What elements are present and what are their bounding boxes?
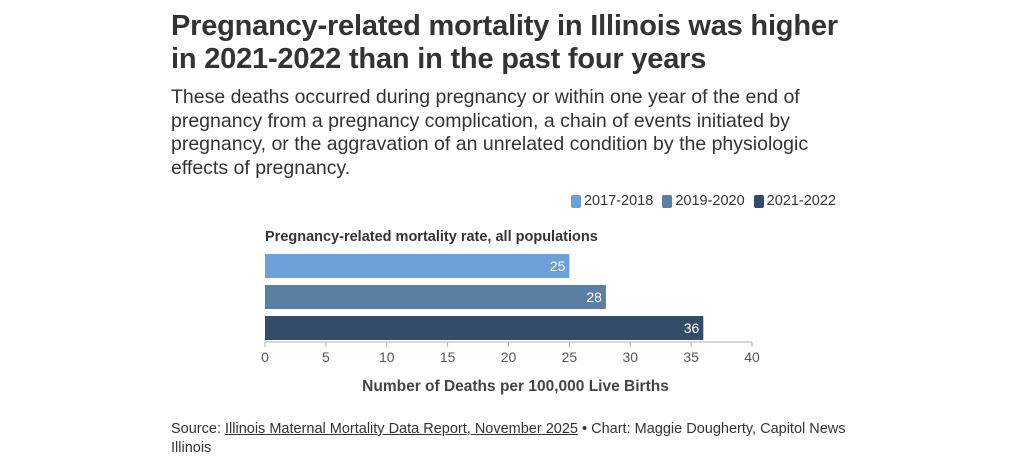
x-tick-label: 40 [744,349,760,365]
chart-credit: • Chart: Maggie Dougherty, Capitol News … [171,421,846,456]
legend-label: 2017-2018 [583,193,654,209]
legend-swatch [753,194,764,208]
legend-label: 2019-2020 [675,193,745,209]
legend-label: 2021-2022 [766,193,836,209]
legend-item: 2017-2018 [570,193,654,209]
chart-header: Pregnancy-related mortality in Illinois … [171,10,851,180]
legend-swatch [570,194,581,208]
x-axis-title: Number of Deaths per 100,000 Live Births [362,378,669,395]
x-tick-label: 10 [379,349,395,365]
x-tick-label: 0 [261,349,269,365]
x-tick-label: 20 [501,349,517,365]
bar-2019-2020 [265,285,606,309]
legend-swatch [662,194,673,208]
legend-item: 2019-2020 [662,193,745,209]
x-tick-label: 15 [440,349,456,365]
x-tick-label: 35 [683,349,699,365]
group-label: Pregnancy-related mortality rate, all po… [265,229,598,245]
bar-value-label: 25 [550,258,566,274]
chart-footer: Source: Illinois Maternal Mortality Data… [171,420,861,458]
source-prefix: Source: [171,421,225,437]
bar-2017-2018 [265,254,570,278]
chart-title: Pregnancy-related mortality in Illinois … [171,10,838,75]
chart-legend: 2017-2018 2019-2020 2021-2022 [570,193,836,209]
x-tick-label: 25 [562,349,578,365]
source-link[interactable]: Illinois Maternal Mortality Data Report,… [225,421,578,437]
legend-item: 2021-2022 [753,193,836,209]
x-tick-label: 5 [322,349,330,365]
x-tick-label: 30 [622,349,638,365]
chart-subtitle: These deaths occurred during pregnancy o… [171,86,809,179]
bar-value-label: 36 [684,320,700,336]
bar-2021-2022 [265,316,704,340]
bar-value-label: 28 [586,289,602,305]
